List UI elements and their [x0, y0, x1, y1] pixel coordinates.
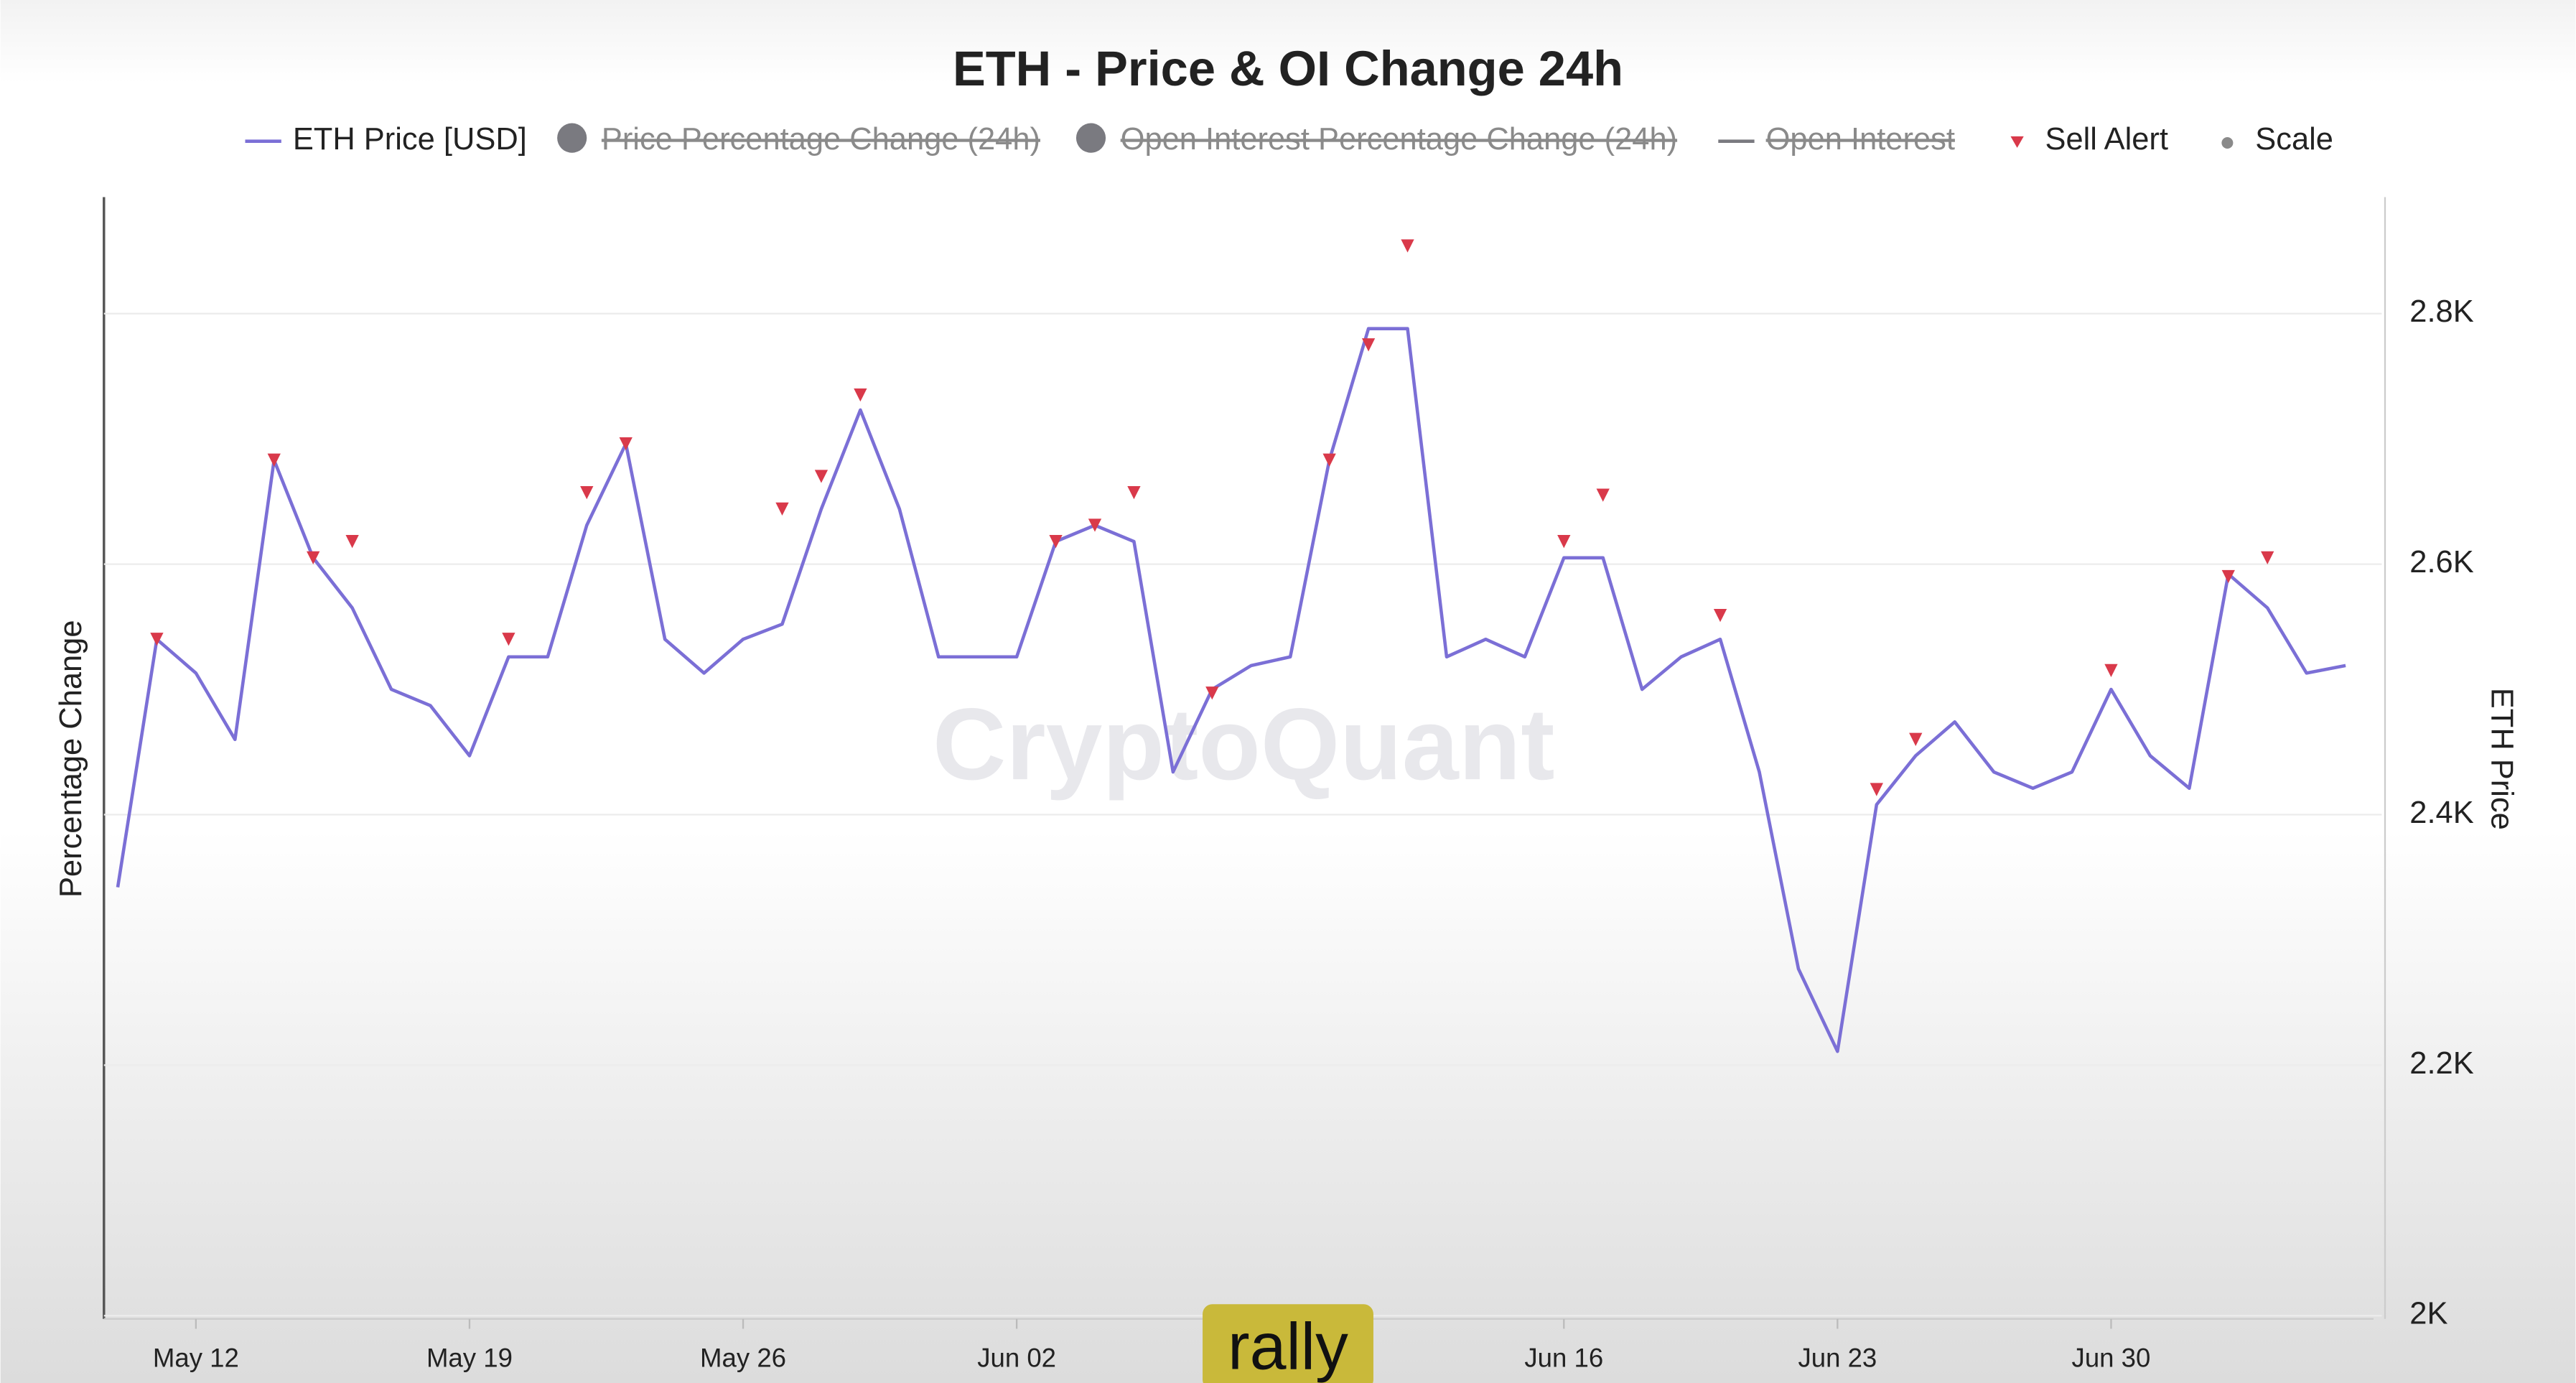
- sell-alert-marker: [1909, 732, 1923, 746]
- x-tick-label: Jun 02: [977, 1344, 1056, 1373]
- x-tick-label: May 12: [153, 1344, 239, 1373]
- sell-alert-marker: [345, 535, 359, 549]
- sell-alert-marker: [2261, 551, 2274, 565]
- legend-item[interactable]: ETH Price [USD]: [245, 122, 527, 157]
- chart-title: ETH - Price & OI Change 24h: [953, 41, 1623, 96]
- sell-alert-marker: [2221, 569, 2235, 584]
- x-tick-label: May 26: [700, 1344, 786, 1373]
- price-line: [116, 327, 2346, 1053]
- sell-alert-marker: [1596, 488, 1610, 502]
- legend-label: Price Percentage Change (24h): [602, 122, 1040, 157]
- legend-swatch: [557, 123, 587, 153]
- sell-alert-marker: [1401, 239, 1414, 253]
- legend-label: ETH Price [USD]: [293, 122, 527, 157]
- sell-alert-marker: [1205, 686, 1219, 700]
- x-tick-label: Jun 23: [1798, 1344, 1877, 1373]
- legend-item[interactable]: Sell Alert: [2010, 122, 2168, 157]
- legend-swatch: [1075, 123, 1106, 153]
- sell-alert-marker: [1127, 486, 1141, 500]
- legend-item[interactable]: Price Percentage Change (24h): [557, 122, 1040, 157]
- sell-alert-marker: [580, 486, 594, 500]
- y2-tick-label: 2.8K: [2409, 294, 2473, 329]
- legend-label: Open Interest Percentage Change (24h): [1121, 122, 1677, 157]
- y2-axis-label: ETH Price: [2485, 688, 2519, 830]
- overlay-text: rally: [1228, 1310, 1348, 1383]
- legend-label: Scale: [2255, 122, 2333, 157]
- x-tick-label: Jun 16: [1524, 1344, 1603, 1373]
- sell-alert-marker: [150, 633, 164, 646]
- y2-tick-label: 2.6K: [2409, 545, 2473, 579]
- sell-alert-marker: [1322, 453, 1336, 467]
- overlay-badge: [1203, 1304, 1373, 1383]
- y2-tick-label: 2.4K: [2409, 796, 2473, 830]
- y2-tick-label: 2K: [2409, 1297, 2447, 1331]
- sell-alert-marker: [1088, 518, 1102, 532]
- sell-alert-marker: [814, 470, 829, 483]
- legend-item[interactable]: Open Interest Percentage Change (24h): [1075, 122, 1677, 157]
- sell-alert-marker: [2104, 663, 2118, 678]
- sell-alert-marker: [1361, 338, 1376, 352]
- legend-label: Open Interest: [1766, 122, 1955, 157]
- y2-tick-label: 2.2K: [2409, 1046, 2473, 1081]
- sell-alert-marker: [619, 437, 633, 451]
- sell-alert-marker: [267, 453, 281, 467]
- y-axis-label: Percentage Change: [54, 620, 88, 898]
- legend-item[interactable]: Scale: [2221, 122, 2333, 157]
- legend-swatch: [2221, 136, 2234, 149]
- sell-alert-marker: [307, 551, 320, 565]
- legend-swatch: [2010, 136, 2024, 148]
- legend-label: Sell Alert: [2045, 122, 2167, 157]
- sell-alert-marker: [775, 502, 789, 516]
- plot-area: [103, 239, 2382, 1329]
- legend-item[interactable]: Open Interest: [1718, 122, 1955, 157]
- sell-alert-marker: [502, 633, 515, 646]
- watermark: CryptoQuant: [933, 688, 1554, 801]
- sell-alert-marker: [1870, 783, 1883, 796]
- x-tick-label: Jun 30: [2072, 1344, 2151, 1373]
- sell-alert-marker: [1049, 535, 1063, 549]
- sell-alert-marker: [854, 388, 867, 402]
- sell-alert-marker: [1557, 535, 1571, 549]
- sell-alert-marker: [1713, 608, 1727, 623]
- x-tick-label: May 19: [426, 1344, 513, 1373]
